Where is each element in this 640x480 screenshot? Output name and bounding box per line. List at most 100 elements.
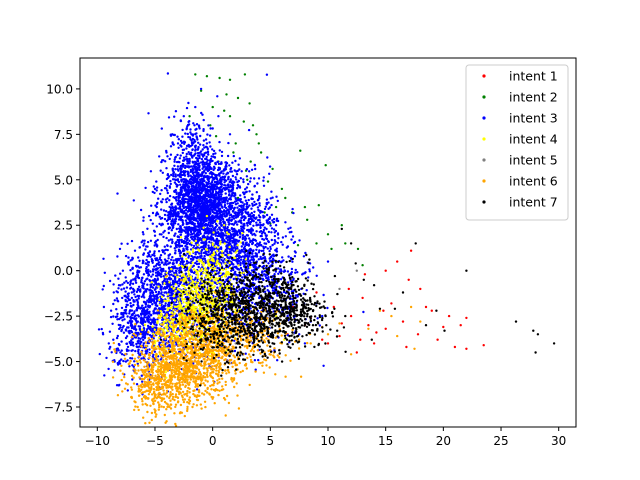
data-point: [143, 280, 147, 283]
data-point: [172, 259, 175, 262]
data-point: [178, 242, 181, 245]
data-point: [202, 128, 205, 131]
data-point: [197, 196, 200, 199]
data-point: [192, 271, 196, 275]
data-point: [261, 224, 265, 227]
data-point: [124, 336, 128, 340]
data-point: [225, 247, 229, 250]
data-point: [151, 253, 154, 257]
data-point: [162, 305, 165, 308]
data-point: [153, 252, 156, 255]
data-point: [175, 258, 178, 261]
data-point: [194, 185, 197, 189]
data-point: [211, 179, 214, 182]
data-point: [213, 216, 216, 220]
data-point: [184, 132, 187, 135]
data-point: [396, 260, 399, 263]
data-point: [186, 201, 189, 204]
data-point: [236, 206, 239, 209]
data-point: [135, 342, 138, 346]
data-point: [190, 212, 194, 215]
data-point: [280, 187, 284, 191]
data-point: [138, 246, 142, 249]
data-point: [160, 127, 163, 130]
data-point: [183, 166, 187, 170]
data-point: [212, 228, 215, 232]
data-point: [100, 327, 103, 331]
data-point: [133, 293, 136, 296]
data-point: [202, 144, 205, 147]
data-point: [177, 146, 180, 149]
data-point: [127, 321, 130, 325]
data-point: [220, 198, 223, 201]
data-point: [174, 175, 177, 178]
data-point: [173, 247, 176, 250]
data-point: [196, 220, 200, 223]
data-point: [171, 167, 174, 170]
data-point: [272, 228, 276, 231]
data-point: [205, 175, 208, 178]
data-point: [248, 190, 251, 193]
data-point: [265, 237, 269, 241]
data-point: [144, 305, 147, 309]
data-point: [120, 353, 124, 356]
data-point: [173, 160, 176, 163]
data-point: [205, 190, 208, 193]
data-point: [169, 145, 173, 148]
data-point: [197, 163, 200, 167]
data-point: [228, 186, 231, 189]
data-point: [177, 199, 180, 202]
data-point: [248, 204, 251, 207]
data-point: [189, 222, 192, 225]
data-point: [259, 226, 262, 230]
data-point: [211, 184, 214, 188]
data-point: [187, 204, 190, 208]
data-point: [194, 189, 198, 192]
data-point: [234, 159, 237, 163]
data-point: [356, 247, 360, 251]
data-point: [141, 276, 144, 280]
data-point: [214, 233, 217, 237]
data-point: [255, 230, 258, 233]
data-point: [258, 204, 261, 207]
data-point: [189, 168, 193, 172]
data-point: [151, 268, 155, 271]
data-point: [375, 331, 378, 334]
data-point: [177, 284, 180, 288]
data-point: [124, 299, 128, 303]
data-point: [171, 178, 175, 181]
data-point: [153, 254, 156, 257]
data-point: [296, 244, 300, 247]
data-point: [250, 255, 254, 258]
data-point: [234, 214, 238, 217]
data-point: [160, 291, 163, 294]
data-point: [226, 255, 229, 259]
data-point: [195, 229, 198, 232]
data-point: [238, 288, 241, 291]
data-point: [223, 228, 226, 231]
data-point: [274, 205, 278, 209]
data-point: [218, 174, 221, 177]
data-point: [254, 167, 257, 171]
data-point: [120, 242, 123, 245]
data-point: [249, 248, 253, 252]
data-point: [163, 217, 167, 221]
data-point: [142, 273, 146, 276]
data-point: [120, 288, 123, 291]
data-point: [249, 214, 252, 218]
data-point: [180, 167, 183, 170]
data-point: [117, 349, 120, 352]
data-point: [144, 290, 148, 293]
data-point: [166, 222, 170, 225]
data-point: [142, 219, 145, 222]
data-point: [161, 318, 164, 322]
data-point: [230, 219, 233, 222]
data-point: [140, 241, 143, 244]
data-point: [194, 202, 197, 205]
data-point: [193, 138, 196, 142]
data-point: [177, 230, 181, 233]
data-point: [275, 219, 278, 222]
data-point: [174, 188, 177, 192]
data-point: [226, 154, 230, 158]
data-point: [221, 190, 224, 193]
